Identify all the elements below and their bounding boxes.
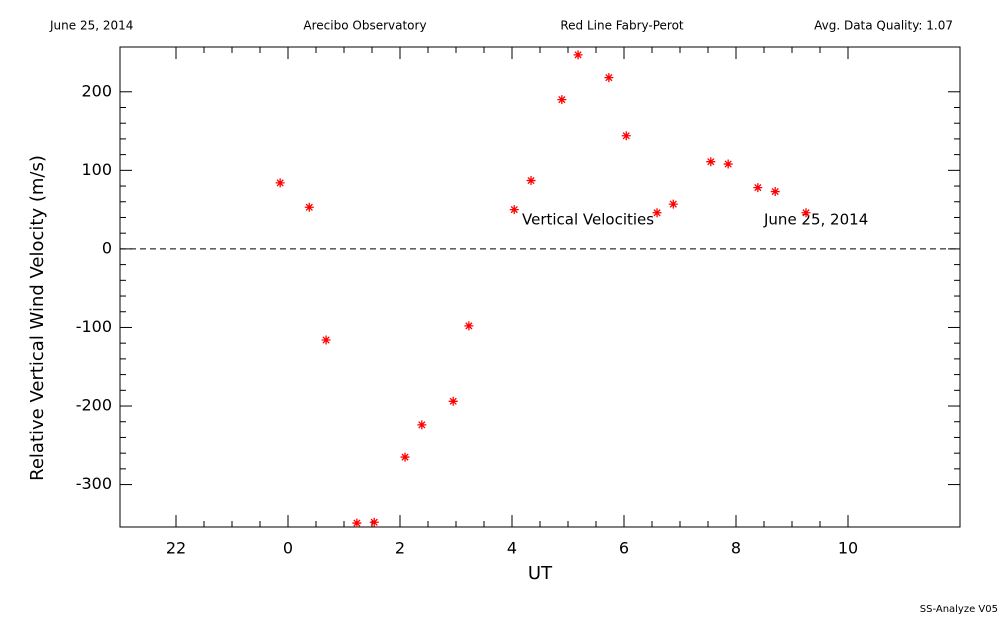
footer: SS-Analyze V05 (920, 604, 998, 615)
point (604, 73, 614, 83)
point (621, 131, 631, 141)
point (417, 420, 427, 430)
point (652, 208, 662, 218)
annotation: June 25, 2014 (763, 211, 868, 229)
point (706, 157, 716, 167)
x-tick-label: 10 (838, 539, 858, 558)
point (448, 396, 458, 406)
x-tick-label: 6 (619, 539, 629, 558)
point (304, 202, 314, 212)
y-tick-label: 100 (81, 160, 112, 179)
point (753, 183, 763, 193)
header-site: Arecibo Observatory (303, 19, 426, 33)
point (321, 335, 331, 345)
x-tick-label: 22 (166, 539, 186, 558)
y-tick-label: -100 (76, 317, 112, 336)
point (369, 517, 379, 527)
point (275, 178, 285, 188)
x-axis-label: UT (528, 563, 553, 584)
x-tick-label: 0 (283, 539, 293, 558)
x-tick-label: 8 (731, 539, 741, 558)
x-tick-label: 2 (395, 539, 405, 558)
point (557, 95, 567, 105)
plot-frame (119, 46, 961, 528)
header-instrument: Red Line Fabry-Perot (560, 19, 684, 33)
point (668, 199, 678, 209)
point (573, 50, 583, 60)
y-tick-label: 200 (81, 81, 112, 100)
x-tick-label: 4 (507, 539, 517, 558)
point (770, 187, 780, 197)
annotation: Vertical Velocities (522, 211, 654, 229)
point (400, 452, 410, 462)
point (509, 205, 519, 215)
point (801, 208, 811, 218)
y-tick-label: -300 (76, 474, 112, 493)
header-date: June 25, 2014 (49, 19, 133, 33)
point (464, 321, 474, 331)
y-tick-label: -200 (76, 396, 112, 415)
point (723, 159, 733, 169)
y-axis-label: Relative Vertical Wind Velocity (m/s) (27, 155, 48, 481)
header-quality: Avg. Data Quality: 1.07 (814, 19, 953, 33)
y-tick-label: 0 (102, 238, 112, 257)
point (352, 518, 362, 528)
point (526, 176, 536, 186)
